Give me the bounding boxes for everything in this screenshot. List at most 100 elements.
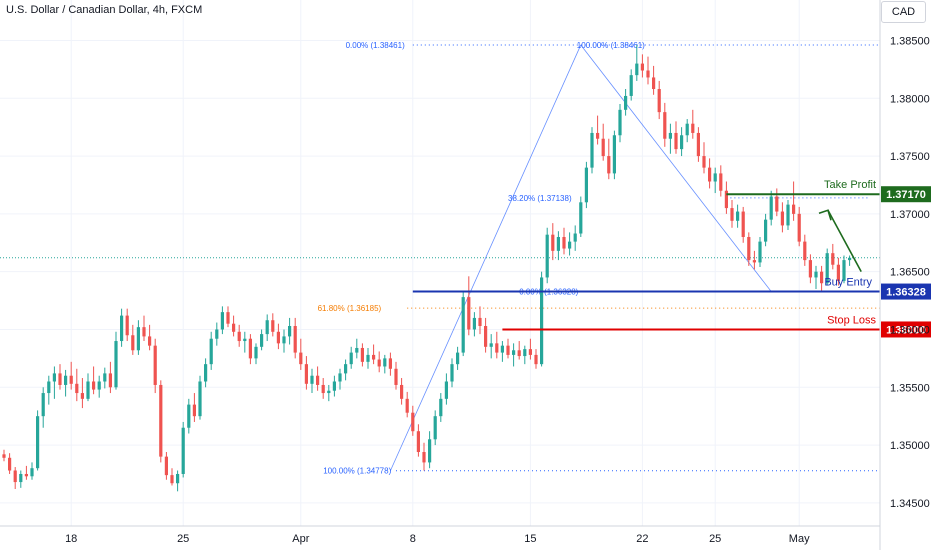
take-profit-price-tag-text: 1.37170 bbox=[886, 189, 926, 201]
candle-body bbox=[573, 233, 577, 242]
fibonacci-levels: 0.00% (1.38461) 100.00% (1.38461) 38.20% (… bbox=[318, 41, 880, 476]
candle-body bbox=[489, 343, 493, 347]
chart-title: U.S. Dollar / Canadian Dollar, 4h, FXCM bbox=[6, 4, 203, 16]
candle-body bbox=[13, 470, 17, 483]
candle-body bbox=[293, 326, 297, 353]
candle-body bbox=[456, 352, 460, 365]
candle-body bbox=[86, 381, 90, 399]
candle-body bbox=[304, 364, 308, 384]
candle-body bbox=[439, 398, 443, 417]
y-tick-label: 1.36000 bbox=[890, 324, 930, 336]
x-tick-label: May bbox=[789, 533, 810, 545]
candle-body bbox=[657, 89, 661, 113]
fib-level-label: 100.00% (1.34778) bbox=[323, 467, 391, 476]
buy-entry-price-tag-text: 1.36328 bbox=[886, 287, 926, 299]
candle-body bbox=[713, 173, 717, 182]
candle-body bbox=[366, 354, 370, 362]
fib-level-label: 0.00% (1.38461) bbox=[346, 41, 405, 50]
candle-body bbox=[215, 329, 219, 339]
candle-body bbox=[58, 373, 62, 385]
candle-body bbox=[680, 135, 684, 150]
candle-body bbox=[719, 173, 723, 191]
candle-body bbox=[450, 364, 454, 382]
x-tick-label: 8 bbox=[410, 533, 416, 545]
candle-body bbox=[265, 320, 269, 335]
candle-body bbox=[8, 457, 12, 471]
candle-body bbox=[226, 312, 230, 324]
candle-body bbox=[551, 234, 555, 251]
candle-body bbox=[164, 456, 168, 476]
candle-body bbox=[607, 156, 611, 174]
candle-body bbox=[159, 384, 163, 457]
candle-body bbox=[405, 398, 409, 413]
currency-button[interactable]: CAD bbox=[881, 1, 926, 23]
candle-body bbox=[108, 373, 112, 388]
grid-lines bbox=[0, 0, 880, 526]
y-tick-label: 1.34500 bbox=[890, 498, 930, 510]
candle-body bbox=[170, 475, 174, 484]
candle-body bbox=[153, 345, 157, 385]
y-tick-label: 1.37000 bbox=[890, 209, 930, 221]
candle-body bbox=[192, 404, 196, 417]
stop-loss-price-tag bbox=[881, 321, 931, 338]
candle-body bbox=[786, 204, 790, 226]
candle-body bbox=[848, 257, 852, 261]
candle-body bbox=[310, 375, 314, 384]
candle-body bbox=[568, 241, 572, 249]
candle-body bbox=[181, 427, 185, 474]
x-tick-label: 18 bbox=[65, 533, 77, 545]
candle-body bbox=[416, 431, 420, 453]
candle-body bbox=[411, 412, 415, 432]
candle-body bbox=[736, 211, 740, 221]
candle-body bbox=[254, 346, 258, 359]
candle-body bbox=[80, 393, 84, 399]
candle-body bbox=[596, 132, 600, 139]
candle-body bbox=[120, 315, 124, 342]
x-tick-label: 22 bbox=[636, 533, 648, 545]
candle-body bbox=[635, 63, 639, 76]
candle-body bbox=[97, 381, 101, 390]
candle-body bbox=[394, 368, 398, 385]
take-profit-label: Take Profit bbox=[824, 179, 876, 191]
candle-body bbox=[428, 439, 432, 463]
candle-body bbox=[355, 347, 359, 353]
candle-body bbox=[142, 327, 146, 337]
stop-loss-label: Stop Loss bbox=[827, 314, 876, 326]
candle-body bbox=[741, 211, 745, 237]
y-tick-label: 1.35500 bbox=[890, 382, 930, 394]
fib-trend-line bbox=[580, 44, 772, 292]
candle-body bbox=[103, 373, 107, 382]
candle-body bbox=[831, 253, 835, 265]
candle-body bbox=[724, 190, 728, 209]
candle-body bbox=[730, 208, 734, 221]
candle-body bbox=[316, 375, 320, 385]
candle-body bbox=[444, 381, 448, 399]
candle-body bbox=[506, 345, 510, 355]
x-tick-label: 15 bbox=[524, 533, 536, 545]
candle-body bbox=[232, 323, 236, 332]
candle-body bbox=[579, 202, 583, 234]
candle-body bbox=[764, 219, 768, 242]
fib-level-label: 100.00% (1.38461) bbox=[577, 41, 645, 50]
candle-body bbox=[523, 349, 527, 357]
candle-body bbox=[198, 381, 202, 417]
candle-body bbox=[433, 416, 437, 440]
candle-body bbox=[349, 352, 353, 365]
candle-body bbox=[624, 95, 628, 110]
candle-body bbox=[321, 384, 325, 394]
candle-body bbox=[758, 241, 762, 263]
candle-body bbox=[260, 334, 264, 347]
candle-body bbox=[696, 132, 700, 157]
candle-body bbox=[769, 196, 773, 220]
candle-body bbox=[176, 473, 180, 484]
candle-body bbox=[691, 123, 695, 133]
candle-body bbox=[92, 381, 96, 390]
candle-body bbox=[276, 331, 280, 344]
take-profit-price-tag bbox=[881, 186, 931, 203]
candle-body bbox=[629, 75, 633, 96]
fib-level-label: 61.80% (1.36185) bbox=[318, 304, 382, 313]
candle-body bbox=[668, 132, 672, 139]
